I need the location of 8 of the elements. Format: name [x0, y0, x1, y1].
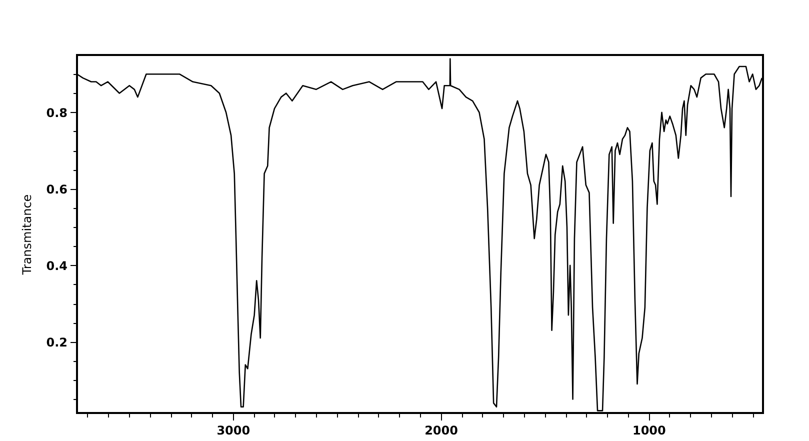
y-axis-title: Transmitance: [20, 194, 34, 276]
x-tick-label: 1000: [632, 424, 666, 438]
y-tick-label: 0.8: [46, 106, 68, 120]
y-tick-label: 0.6: [46, 182, 68, 196]
y-tick-label: 0.2: [46, 335, 68, 350]
x-tick-label: 2000: [424, 424, 458, 438]
x-tick-label: 3000: [216, 424, 250, 438]
y-tick-label: 0.4: [46, 258, 68, 273]
